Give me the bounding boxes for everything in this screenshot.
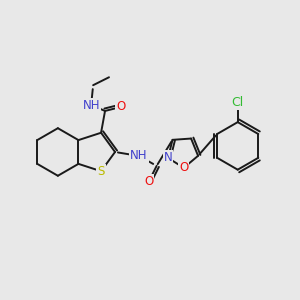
Text: S: S xyxy=(98,165,105,178)
Text: NH: NH xyxy=(82,98,100,112)
Text: N: N xyxy=(164,152,172,164)
Text: NH: NH xyxy=(130,149,148,162)
Text: O: O xyxy=(144,175,153,188)
Text: Cl: Cl xyxy=(232,96,244,109)
Text: O: O xyxy=(116,100,125,113)
Text: O: O xyxy=(179,161,188,174)
